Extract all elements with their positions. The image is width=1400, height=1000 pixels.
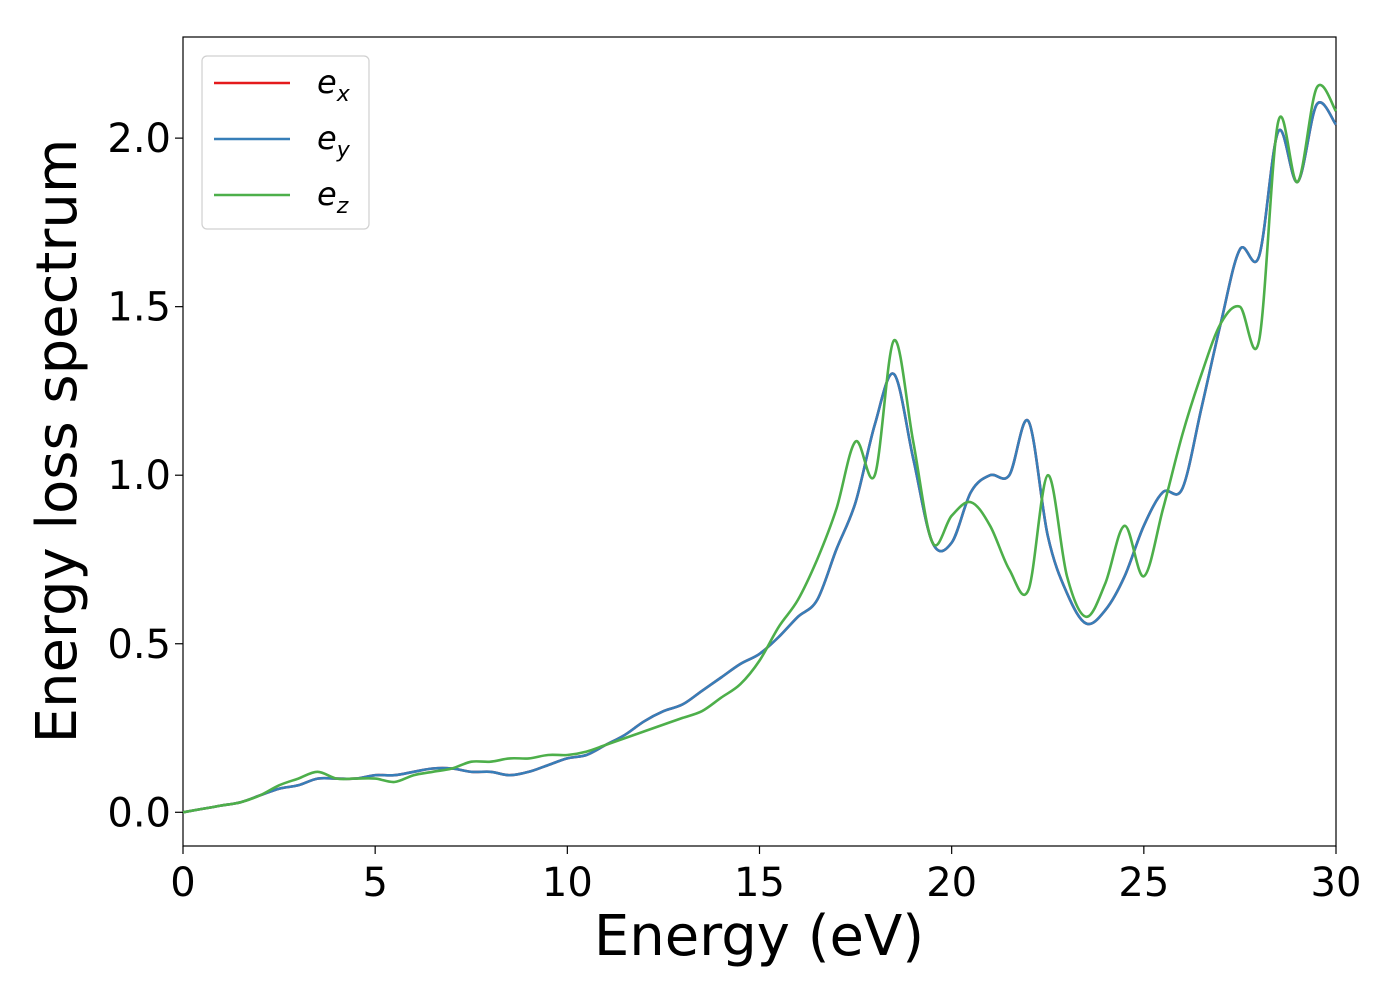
y-axis: 0.0 0.5 1.0 1.5 2.0 — [107, 116, 183, 836]
x-tick-label: 5 — [362, 860, 387, 906]
series-lines — [182, 83, 1338, 814]
x-tick-label: 10 — [542, 860, 593, 906]
legend-label-y: ey — [317, 119, 351, 163]
x-tick-label: 25 — [1118, 860, 1169, 906]
legend: ex ey ez — [201, 55, 370, 230]
y-tick-label: 1.0 — [107, 453, 171, 499]
series-line-z — [182, 83, 1338, 814]
y-tick-label: 0.0 — [107, 790, 171, 836]
y-axis-title: Energy loss spectrum — [25, 139, 90, 744]
legend-box — [201, 55, 370, 230]
series-line-y — [182, 101, 1338, 814]
x-axis-title: Energy (eV) — [594, 904, 924, 969]
legend-label-x: ex — [317, 63, 351, 107]
y-tick-label: 0.5 — [107, 622, 171, 668]
y-tick-label: 1.5 — [107, 285, 171, 331]
x-tick-label: 15 — [734, 860, 785, 906]
x-tick-label: 20 — [926, 860, 977, 906]
legend-label-z: ez — [317, 175, 349, 219]
x-tick-label: 30 — [1311, 860, 1362, 906]
x-tick-label: 0 — [170, 860, 195, 906]
x-axis: 0 5 10 15 20 25 30 — [170, 846, 1361, 906]
y-tick-label: 2.0 — [107, 116, 171, 162]
